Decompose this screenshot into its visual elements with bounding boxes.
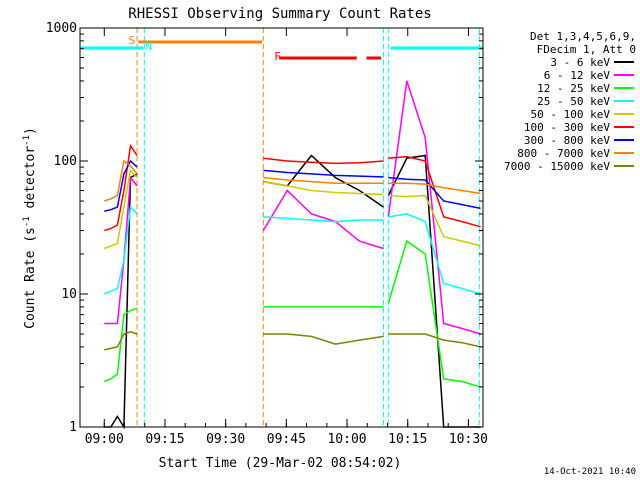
legend-entry: 3 - 6 keV [550,56,610,69]
x-tick-label: 09:00 [85,432,124,447]
series-4 [104,168,481,250]
flag-label: F [274,50,281,63]
series-line [104,143,138,232]
legend-entry: 100 - 300 keV [524,121,610,134]
series-line [104,168,138,250]
x-tick-label: 10:00 [327,432,366,447]
series-line [263,216,384,223]
series-line [387,239,481,388]
legend-entry: 300 - 800 keV [524,134,610,147]
x-axis-label: Start Time (29-Mar-02 08:54:02) [159,456,402,471]
series-line [388,176,481,210]
x-tick-label: 10:15 [388,432,427,447]
series-line [104,159,138,212]
x-tick-label: 09:30 [206,432,245,447]
series-line [388,182,481,195]
flag-label: S [129,34,136,47]
legend-entry: 7000 - 15000 keV [504,160,610,173]
y-tick-label: 100 [54,154,77,169]
series-line [388,194,481,247]
series-5 [104,143,481,232]
y-tick-label: 10 [61,287,77,302]
series-line [262,189,384,250]
series-line [104,159,138,202]
flag-label: N [146,40,153,53]
series-7 [104,159,481,202]
legend-entry: 6 - 12 keV [544,69,611,82]
y-axis-label: Count Rate (s-1 detector-1) [22,127,38,329]
series-line [104,175,138,325]
legend-entry: 50 - 100 keV [531,108,611,121]
legend-header: Det 1,3,4,5,6,9, [530,30,636,43]
series-1 [104,80,481,335]
series-line [388,213,481,295]
series-line [104,307,138,383]
y-tick-label: 1 [69,420,77,435]
plot-frame [79,27,484,428]
series-line [263,176,384,185]
series-6 [104,159,481,212]
y-axis: 1 10 100 1000 [46,21,483,435]
series-line [387,80,481,335]
y-tick-label: 1000 [46,21,77,36]
x-tick-label: 09:45 [267,432,306,447]
legend-entry: 25 - 50 keV [537,95,610,108]
series-line [263,180,384,196]
legend: Det 1,3,4,5,6,9,FDecim 1, Att 03 - 6 keV… [504,30,636,173]
series-line [104,205,138,295]
series-8 [104,331,481,351]
series-line [388,155,481,228]
series-line [263,333,384,345]
series-layer [104,80,481,430]
x-tick-label: 09:15 [145,432,184,447]
x-tick-label: 10:30 [449,432,488,447]
series-line [263,157,384,165]
legend-entry: 800 - 7000 keV [517,147,610,160]
series-line [104,331,138,351]
series-line [388,333,481,348]
legend-header: FDecim 1, Att 0 [537,43,636,56]
series-line [263,169,384,178]
series-line [104,173,138,430]
timestamp: 14-Oct-2021 10:40 [544,467,636,477]
chart-title: RHESSI Observing Summary Count Rates [128,6,431,22]
series-2 [104,239,481,388]
x-axis: 09:00 09:15 09:30 09:45 10:00 10:15 10:30 [85,28,488,447]
flag-bars: S N F [80,28,483,427]
series-3 [104,205,481,295]
legend-entry: 12 - 25 keV [537,82,610,95]
